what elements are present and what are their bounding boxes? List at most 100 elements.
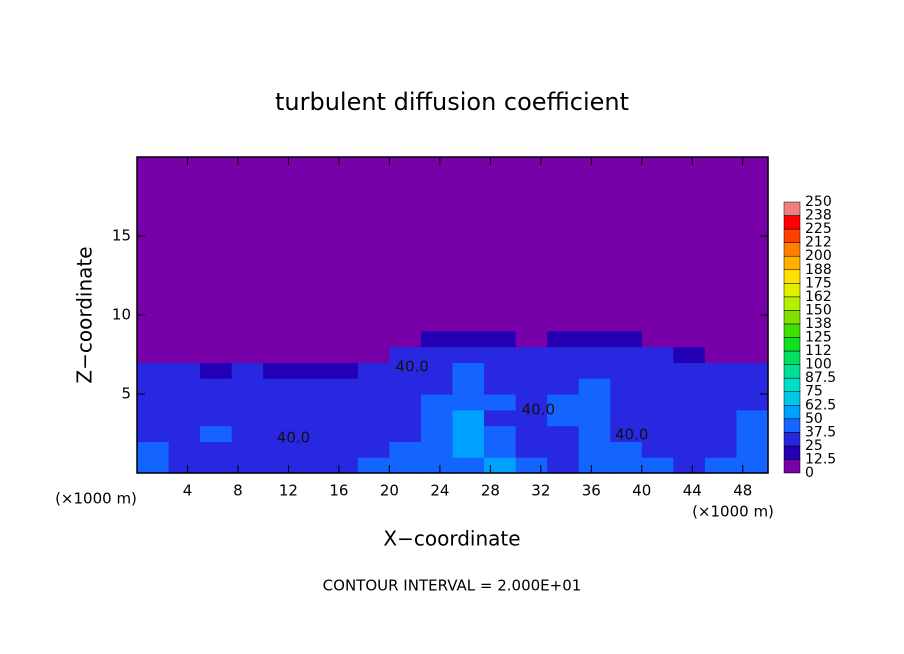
colorbar-label: 150 <box>805 302 832 318</box>
field-cell <box>641 441 674 458</box>
field-cell <box>137 378 170 395</box>
field-cell <box>610 330 643 348</box>
colorbar-swatch <box>783 459 801 474</box>
field-cell <box>704 362 738 379</box>
field-cell <box>673 378 706 395</box>
colorbar-label: 250 <box>805 194 832 210</box>
field-cell <box>294 425 327 442</box>
field-cell <box>736 409 769 427</box>
field-cell <box>357 425 390 442</box>
colorbar-label: 175 <box>805 275 832 291</box>
field-cell <box>326 378 359 395</box>
colorbar-swatch <box>783 228 801 243</box>
colorbar-label: 125 <box>805 330 832 346</box>
field-cell <box>263 441 296 458</box>
field-cell <box>231 346 264 363</box>
field-cell <box>673 441 706 458</box>
contour-label: 40.0 <box>395 358 428 376</box>
field-cell <box>704 394 738 411</box>
field-cell <box>452 330 485 348</box>
field-cell <box>704 457 738 474</box>
field-cell <box>704 441 738 458</box>
field-cell <box>200 378 233 395</box>
field-cell <box>452 441 485 458</box>
field-cell <box>547 378 580 395</box>
colorbar-label: 0 <box>805 465 814 481</box>
field-cell <box>357 457 390 474</box>
colorbar-swatch <box>783 364 801 379</box>
field-cell <box>547 409 580 427</box>
field-cell <box>200 362 233 379</box>
field-cell <box>484 425 517 442</box>
field-cell <box>326 330 359 348</box>
colorbar-label: 62.5 <box>805 397 836 413</box>
field-cell <box>673 362 706 379</box>
field-cell <box>168 425 201 442</box>
field-cell <box>200 425 233 442</box>
field-cell <box>736 346 769 363</box>
field-cell <box>578 394 611 411</box>
field-cell <box>263 409 296 427</box>
field-cell <box>452 346 485 363</box>
field-cell <box>294 457 327 474</box>
field-cell <box>452 425 485 442</box>
field-cell <box>515 457 548 474</box>
field-cell <box>484 330 517 348</box>
field-cell <box>452 362 485 379</box>
field-cell <box>168 157 201 332</box>
colorbar-label: 12.5 <box>805 451 836 467</box>
field-cell <box>263 394 296 411</box>
field-cell <box>641 330 674 348</box>
field-cell <box>704 346 738 363</box>
field-cell <box>736 362 769 379</box>
contour-label: 40.0 <box>522 400 555 418</box>
field-cell <box>294 330 327 348</box>
x-tick-label: 32 <box>531 482 550 500</box>
field-cell <box>357 157 390 332</box>
field-cell <box>389 409 422 427</box>
x-unit-left: (×1000 m) <box>55 490 137 508</box>
field-cell <box>263 330 296 348</box>
field-cell <box>420 330 454 348</box>
field-cell <box>736 394 769 411</box>
field-cell <box>357 346 390 363</box>
field-cell <box>610 457 643 474</box>
field-cell <box>420 157 454 332</box>
field-cell <box>326 394 359 411</box>
field-cell <box>578 457 611 474</box>
field-cell <box>547 425 580 442</box>
field-cell <box>231 457 264 474</box>
field-cell <box>420 394 454 411</box>
field-cell <box>231 409 264 427</box>
field-cell <box>168 330 201 348</box>
field-cell <box>515 425 548 442</box>
field-cell <box>673 425 706 442</box>
field-cell <box>673 409 706 427</box>
colorbar-label: 212 <box>805 235 832 251</box>
field-cell <box>578 330 611 348</box>
field-cell <box>484 346 517 363</box>
colorbar-label: 37.5 <box>805 424 836 440</box>
field-cell <box>389 346 422 363</box>
field-cell <box>326 425 359 442</box>
x-tick-label: 8 <box>233 482 243 500</box>
field-cell <box>547 330 580 348</box>
field-cell <box>641 378 674 395</box>
colorbar-label: 50 <box>805 411 823 427</box>
x-unit-right: (×1000 m) <box>692 503 774 521</box>
field-cell <box>357 330 390 348</box>
field-cell <box>641 425 674 442</box>
colorbar-swatch <box>783 350 801 365</box>
field-cell <box>389 362 422 379</box>
colorbar-swatch <box>783 445 801 460</box>
x-tick-label: 40 <box>632 482 651 500</box>
field-cell <box>294 441 327 458</box>
footnote: CONTOUR INTERVAL = 2.000E+01 <box>323 577 582 595</box>
field-cell <box>294 394 327 411</box>
field-cell <box>452 157 485 332</box>
y-axis-label: Z−coordinate <box>73 246 97 383</box>
colorbar-swatch <box>783 255 801 271</box>
y-tick-label: 5 <box>121 385 131 403</box>
field-cell <box>326 346 359 363</box>
field-cell <box>452 457 485 474</box>
